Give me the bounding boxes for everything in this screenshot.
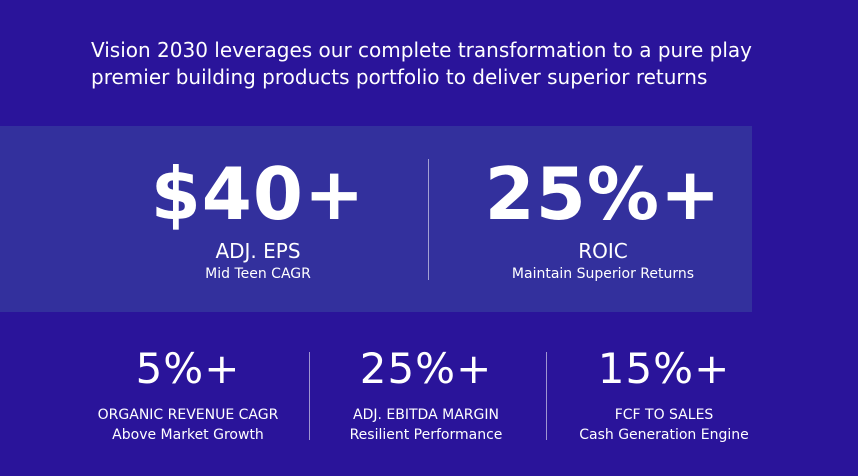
metric-label: ROIC bbox=[578, 239, 628, 263]
metric-value: 25%+ bbox=[484, 152, 722, 236]
headline-line-2: premier building products portfolio to d… bbox=[91, 65, 708, 89]
metric-value: $40+ bbox=[150, 152, 366, 236]
headline-line-1: Vision 2030 leverages our complete trans… bbox=[91, 38, 753, 62]
metric-label: FCF TO SALES bbox=[614, 407, 714, 423]
metric-value: 5%+ bbox=[135, 344, 241, 393]
divider bbox=[309, 352, 310, 440]
highlight-band: $40+ ADJ. EPS Mid Teen CAGR 25%+ ROIC Ma… bbox=[0, 126, 752, 312]
metric-subtitle: Above Market Growth bbox=[112, 427, 264, 443]
metric-organic-revenue-cagr: 5%+ ORGANIC REVENUE CAGR Above Market Gr… bbox=[68, 347, 308, 445]
metric-adj-ebitda-margin: 25%+ ADJ. EBITDA MARGIN Resilient Perfor… bbox=[306, 347, 546, 445]
metric-roic: 25%+ ROIC Maintain Superior Returns bbox=[453, 156, 753, 284]
metric-label: ADJ. EPS bbox=[215, 239, 301, 263]
metric-value: 15%+ bbox=[597, 344, 731, 393]
metric-subtitle: Maintain Superior Returns bbox=[511, 266, 695, 282]
metric-label: ORGANIC REVENUE CAGR bbox=[97, 407, 279, 423]
metric-subtitle: Resilient Performance bbox=[349, 427, 503, 443]
metric-subtitle: Cash Generation Engine bbox=[579, 427, 749, 443]
metric-adj-eps: $40+ ADJ. EPS Mid Teen CAGR bbox=[108, 156, 408, 284]
metric-fcf-to-sales: 15%+ FCF TO SALES Cash Generation Engine bbox=[544, 347, 784, 445]
metric-value: 25%+ bbox=[359, 344, 493, 393]
divider bbox=[546, 352, 547, 440]
divider bbox=[428, 159, 429, 280]
metric-label: ADJ. EBITDA MARGIN bbox=[353, 407, 499, 423]
headline: Vision 2030 leverages our complete trans… bbox=[91, 37, 791, 91]
metric-subtitle: Mid Teen CAGR bbox=[205, 266, 311, 282]
